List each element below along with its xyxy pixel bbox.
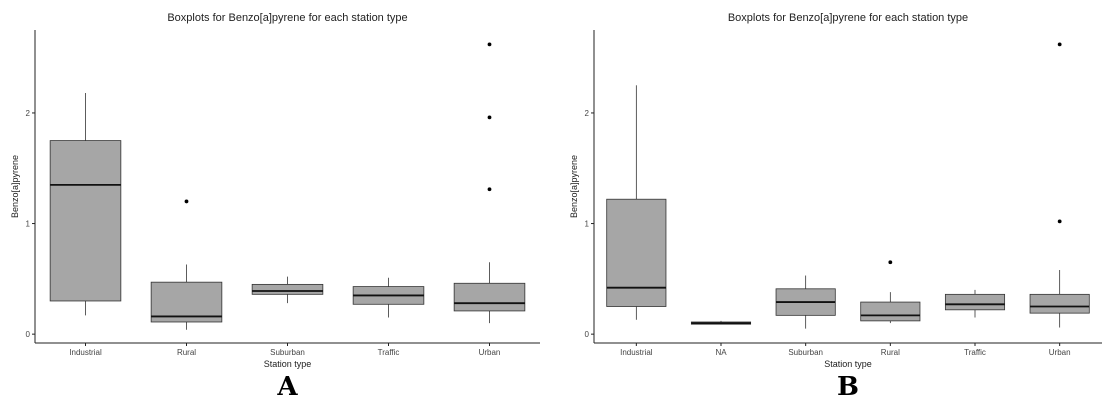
y-tick-label: 2: [26, 109, 31, 118]
chart-title: Boxplots for Benzo[a]pyrene for each sta…: [728, 12, 968, 24]
y-tick-label: 0: [585, 330, 590, 339]
y-axis-title: Benzo[a]pyrene: [10, 155, 20, 218]
y-tick-label: 1: [26, 220, 31, 229]
boxplot-panel-b: Boxplots for Benzo[a]pyrene for each sta…: [569, 12, 1102, 399]
x-axis-title: Station type: [824, 359, 872, 369]
y-tick-label: 2: [585, 109, 590, 118]
x-tick-label: Industrial: [69, 348, 102, 357]
box-traffic: [944, 293, 1006, 311]
x-tick-label: Traffic: [964, 348, 986, 357]
x-tick-label: Suburban: [270, 348, 305, 357]
x-tick-label: Industrial: [620, 348, 653, 357]
y-axis-title: Benzo[a]pyrene: [569, 155, 579, 218]
chart-title: Boxplots for Benzo[a]pyrene for each sta…: [167, 12, 407, 24]
outlier-point: [487, 115, 492, 120]
x-tick-label: Suburban: [788, 348, 823, 357]
outlier-point: [1057, 42, 1062, 47]
outlier-point: [487, 187, 492, 192]
box-industrial: [49, 140, 122, 302]
panel-label: A: [276, 372, 298, 399]
x-tick-label: Rural: [177, 348, 196, 357]
outlier-point: [487, 42, 492, 47]
x-axis-title: Station type: [264, 359, 312, 369]
x-tick-label: Traffic: [378, 348, 400, 357]
y-tick-label: 0: [26, 330, 31, 339]
y-tick-label: 1: [585, 220, 590, 229]
x-tick-label: Urban: [479, 348, 501, 357]
panel-label: B: [837, 372, 859, 399]
box-industrial: [606, 198, 667, 307]
x-tick-label: Urban: [1049, 348, 1071, 357]
outlier-point: [1057, 219, 1062, 224]
box-rural: [860, 301, 921, 322]
box-suburban: [251, 283, 324, 295]
box-urban: [1029, 293, 1090, 314]
outlier-point: [184, 199, 189, 204]
x-tick-label: Rural: [881, 348, 900, 357]
boxplot-panel-a: Boxplots for Benzo[a]pyrene for each sta…: [10, 12, 540, 399]
x-tick-label: NA: [715, 348, 727, 357]
box-rural: [150, 281, 223, 323]
outlier-point: [888, 260, 893, 265]
box-urban: [453, 282, 526, 312]
